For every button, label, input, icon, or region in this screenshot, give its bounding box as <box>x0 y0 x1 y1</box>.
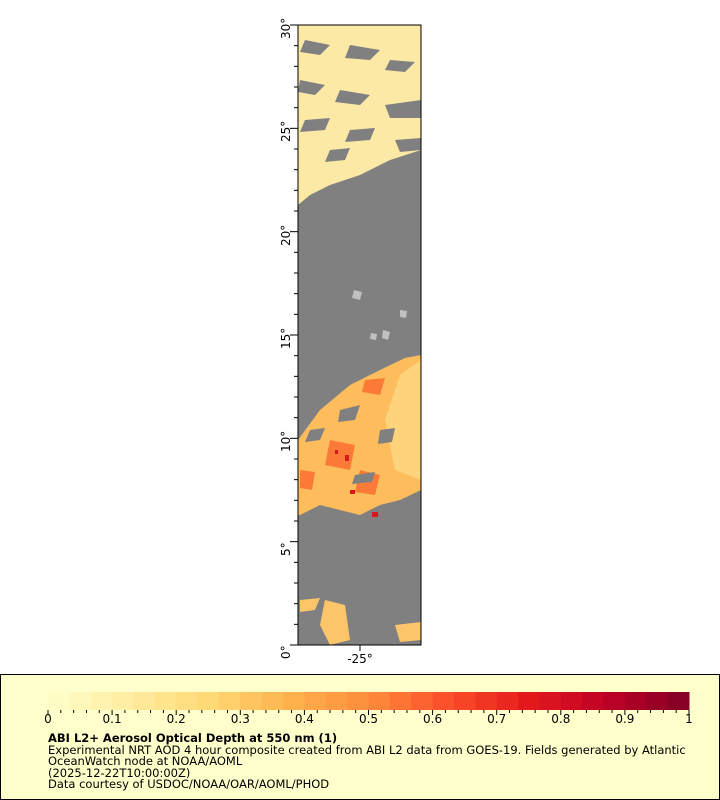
colorbar-swatch <box>48 692 70 710</box>
moderate-aod-region-south <box>298 355 421 515</box>
colorbar-swatch <box>603 692 626 710</box>
colorbar-label: 0.5 <box>358 712 379 726</box>
colorbar-swatch <box>411 692 434 710</box>
colorbar-label: 0 <box>44 712 52 726</box>
colorbar-swatch <box>90 692 113 710</box>
colorbar-swatch <box>389 692 412 710</box>
colorbar-label: 0.4 <box>294 712 314 726</box>
colorbar-label: 0.2 <box>166 712 186 726</box>
colorbar-swatch <box>368 692 391 710</box>
colorbar-swatch <box>133 692 156 710</box>
colorbar-label: 0.6 <box>423 712 443 726</box>
colorbar-swatch <box>154 692 177 710</box>
colorbar-swatch <box>453 692 476 710</box>
colorbar-swatch <box>347 692 369 710</box>
legend-time: (2025-12-22T10:00:00Z) <box>48 766 191 780</box>
lat-label: 30° <box>279 17 293 39</box>
colorbar-swatch <box>582 692 605 710</box>
lat-label: 25° <box>279 121 293 143</box>
colorbar-swatch <box>304 692 327 710</box>
colorbar-swatch <box>667 692 690 710</box>
colorbar-swatch <box>197 692 220 710</box>
axis-ticks <box>290 24 361 651</box>
colorbar-swatch <box>261 692 284 710</box>
colorbar-swatch <box>432 692 455 710</box>
aod-map <box>290 24 422 651</box>
legend-title: ABI L2+ Aerosol Optical Depth at 550 nm … <box>48 731 338 745</box>
colorbar-label: 0.7 <box>487 712 507 726</box>
colorbar-swatch <box>560 692 583 710</box>
lat-label: 0° <box>279 645 293 659</box>
colorbar-swatch <box>518 692 540 710</box>
higher-aod-patches <box>300 378 385 495</box>
colorbar <box>47 692 690 715</box>
colorbar-label: 1 <box>685 712 693 726</box>
light-aod-east <box>385 360 421 480</box>
legend-panel: 0 0.1 0.2 0.3 0.4 0.5 0.6 0.7 0.8 0.9 1 ABI L2+ Ae… <box>0 674 720 800</box>
lat-label: 5° <box>279 542 293 556</box>
masked-islands <box>352 290 407 340</box>
lat-label: 10° <box>279 431 293 453</box>
colorbar-swatch <box>69 692 92 710</box>
lat-label: 15° <box>279 327 293 349</box>
low-aod-patches-equator <box>300 598 421 645</box>
legend-description: Experimental NRT AOD 4 hour composite cr… <box>48 743 686 757</box>
colorbar-swatch <box>624 692 647 710</box>
colorbar-swatch <box>218 692 241 710</box>
cloud-gaps-south <box>305 405 395 484</box>
colorbar-swatch <box>539 692 562 710</box>
colorbar-swatch <box>283 692 305 710</box>
legend-credit: Data courtesy of USDOC/NOAA/OAR/AOML/PHO… <box>48 777 330 791</box>
colorbar-swatch <box>496 692 519 710</box>
colorbar-swatch <box>240 692 263 710</box>
colorbar-label: 0.8 <box>551 712 571 726</box>
colorbar-swatch <box>176 692 199 710</box>
legend-description-cont: OceanWatch node at NOAA/AOML <box>48 754 243 768</box>
cloud-gaps-north <box>298 40 421 162</box>
lon-label: -25° <box>347 652 373 666</box>
colorbar-swatch <box>646 692 669 710</box>
colorbar-swatch <box>475 692 498 710</box>
colorbar-swatch <box>112 692 134 710</box>
map-data-layer <box>298 25 421 645</box>
lat-label: 20° <box>279 224 293 246</box>
colorbar-label: 0.9 <box>615 712 635 726</box>
colorbar-label: 0.1 <box>102 712 122 726</box>
colorbar-label: 0.3 <box>230 712 250 726</box>
colorbar-swatch <box>325 692 348 710</box>
highest-aod-patches <box>335 450 378 517</box>
